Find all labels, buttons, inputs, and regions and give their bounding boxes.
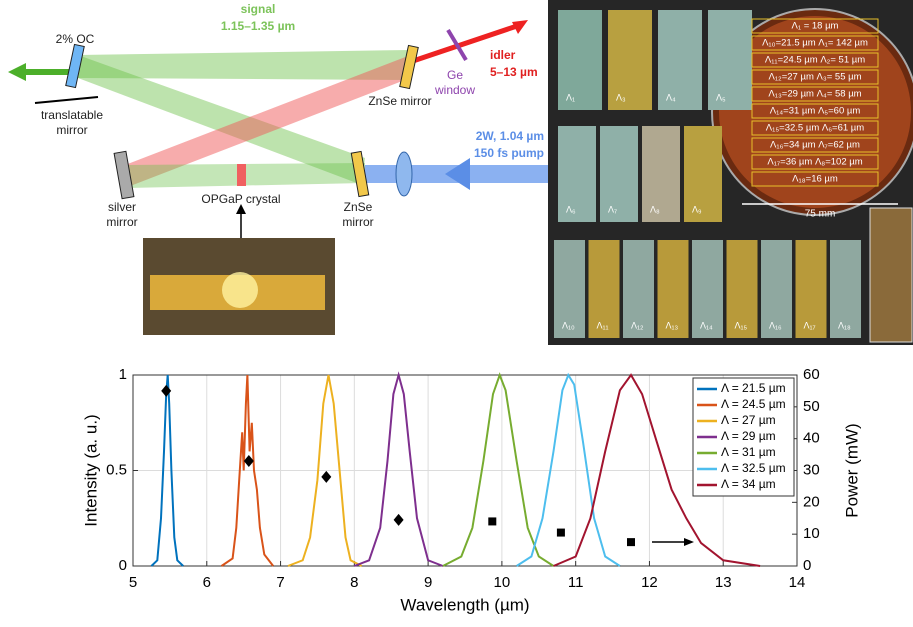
sample-tile bbox=[658, 10, 702, 110]
tile-label: Λ₁₄ bbox=[700, 320, 713, 330]
x-tick-label: 6 bbox=[203, 574, 211, 591]
label: 1.15–1.35 µm bbox=[221, 19, 295, 33]
sample-tile bbox=[684, 126, 722, 222]
crystal bbox=[237, 164, 246, 186]
lens bbox=[396, 152, 412, 196]
wafer-label: Λ₁₇=36 µm Λ₈=102 µm bbox=[767, 157, 862, 168]
y2-tick-label: 20 bbox=[803, 493, 820, 510]
tile-label: Λ₉ bbox=[692, 204, 702, 214]
label: window bbox=[434, 83, 475, 97]
label: ZnSe bbox=[344, 200, 373, 214]
side-photo bbox=[870, 208, 912, 342]
wafer-label: Λ₁₂=27 µm Λ₃= 55 µm bbox=[768, 72, 861, 83]
sample-tile bbox=[708, 10, 752, 110]
power-point bbox=[488, 517, 496, 525]
wafer-label: Λ₁₆=34 µm Λ₇=62 µm bbox=[770, 140, 860, 151]
tile-label: Λ₁₆ bbox=[769, 320, 782, 330]
label: 2W, 1.04 µm bbox=[476, 129, 544, 143]
legend-label: Λ = 31 µm bbox=[721, 445, 776, 459]
x-tick-label: 5 bbox=[129, 574, 137, 591]
x-tick-label: 13 bbox=[715, 574, 732, 591]
wafer-label: Λ₁₃=29 µm Λ₄= 58 µm bbox=[768, 89, 861, 100]
wafer-label: Λ₁₁=24.5 µm Λ₂= 51 µm bbox=[765, 55, 865, 66]
label: silver bbox=[108, 200, 136, 214]
tile-label: Λ₁₀ bbox=[562, 320, 575, 330]
label: mirror bbox=[106, 215, 137, 229]
figure: 2% OC signal 1.15–1.35 µm translatable m… bbox=[0, 0, 913, 622]
power-point bbox=[627, 538, 635, 546]
tile-label: Λ₁₅ bbox=[735, 320, 748, 330]
scale-label: 75 mm bbox=[805, 209, 836, 220]
tile-label: Λ₁₂ bbox=[631, 320, 644, 330]
x-axis-label: Wavelength (µm) bbox=[400, 595, 529, 614]
tile-label: Λ₁₇ bbox=[804, 320, 816, 330]
arrow-head bbox=[8, 63, 26, 81]
label: mirror bbox=[56, 123, 87, 137]
tile-label: Λ₄ bbox=[666, 92, 676, 102]
tile-label: Λ₈ bbox=[650, 204, 660, 214]
label: 5–13 µm bbox=[490, 65, 538, 79]
tile-label: Λ₁₁ bbox=[597, 320, 609, 330]
sample-tile bbox=[642, 126, 680, 222]
label: OPGaP crystal bbox=[201, 192, 280, 206]
legend-label: Λ = 24.5 µm bbox=[721, 397, 786, 411]
y-tick-label: 0.5 bbox=[106, 461, 127, 478]
y2-axis-label: Power (mW) bbox=[842, 423, 861, 517]
y-axis-label: Intensity (a. u.) bbox=[81, 414, 100, 526]
y2-tick-label: 0 bbox=[803, 557, 811, 574]
x-tick-label: 8 bbox=[350, 574, 358, 591]
sample-tile bbox=[558, 126, 596, 222]
crystal-glow bbox=[222, 272, 258, 308]
label: ZnSe mirror bbox=[368, 94, 431, 108]
tile-label: Λ₅ bbox=[716, 92, 726, 102]
power-point bbox=[557, 529, 565, 537]
y2-tick-label: 60 bbox=[803, 366, 820, 383]
y2-tick-label: 30 bbox=[803, 461, 820, 478]
x-tick-label: 12 bbox=[641, 574, 658, 591]
tile-label: Λ₁₈ bbox=[838, 320, 851, 330]
y2-tick-label: 10 bbox=[803, 525, 820, 542]
wafer-label: Λ₁₀=21.5 µm Λ₁= 142 µm bbox=[762, 38, 868, 49]
label: 150 fs pump bbox=[474, 146, 544, 160]
tile-label: Λ₆ bbox=[566, 204, 576, 214]
setup-diagram: 2% OC signal 1.15–1.35 µm translatable m… bbox=[8, 2, 550, 335]
x-tick-label: 11 bbox=[568, 574, 584, 591]
legend-label: Λ = 27 µm bbox=[721, 413, 776, 427]
sample-tile bbox=[558, 10, 602, 110]
y-tick-label: 1 bbox=[119, 366, 127, 383]
tile-label: Λ₁₃ bbox=[666, 320, 679, 330]
sample-tile bbox=[600, 126, 638, 222]
wafer-label: Λ₁₈=16 µm bbox=[792, 174, 838, 185]
arrow-head bbox=[445, 158, 470, 190]
label: signal bbox=[241, 2, 276, 16]
wafer-label: Λ₁₅=32.5 µm Λ₆=61 µm bbox=[766, 123, 864, 134]
photo-panel: 75 mm Λ₁ Λ₃ Λ₄ Λ₅ Λ₆ Λ₇ Λ₈ Λ₉ Λ₁₀ Λ₁₁ Λ₁₂ Λ₁₃ Λ₁₄ Λ₁₅… bbox=[548, 0, 913, 345]
label: translatable bbox=[41, 108, 103, 122]
wafer-label: Λ₁ = 18 µm bbox=[792, 21, 839, 32]
y2-tick-label: 50 bbox=[803, 398, 820, 415]
y2-tick-label: 40 bbox=[803, 430, 820, 447]
legend-label: Λ = 34 µm bbox=[721, 477, 776, 491]
translate-arrow bbox=[35, 97, 98, 103]
y-tick-label: 0 bbox=[119, 557, 127, 574]
label: Ge bbox=[447, 68, 463, 82]
x-tick-label: 9 bbox=[424, 574, 432, 591]
x-tick-label: 14 bbox=[789, 574, 806, 591]
tile-label: Λ₁ bbox=[566, 92, 575, 102]
legend-label: Λ = 32.5 µm bbox=[721, 461, 786, 475]
tile-label: Λ₇ bbox=[608, 204, 617, 214]
x-tick-label: 7 bbox=[276, 574, 284, 591]
wafer-label: Λ₁₄=31 µm Λ₅=60 µm bbox=[770, 106, 861, 117]
sample-tile bbox=[608, 10, 652, 110]
label: 2% OC bbox=[56, 32, 95, 46]
legend-label: Λ = 21.5 µm bbox=[721, 381, 786, 395]
tile-label: Λ₃ bbox=[616, 92, 626, 102]
label: mirror bbox=[342, 215, 373, 229]
label: idler bbox=[490, 48, 516, 62]
legend-label: Λ = 29 µm bbox=[721, 429, 776, 443]
x-tick-label: 10 bbox=[494, 574, 511, 591]
